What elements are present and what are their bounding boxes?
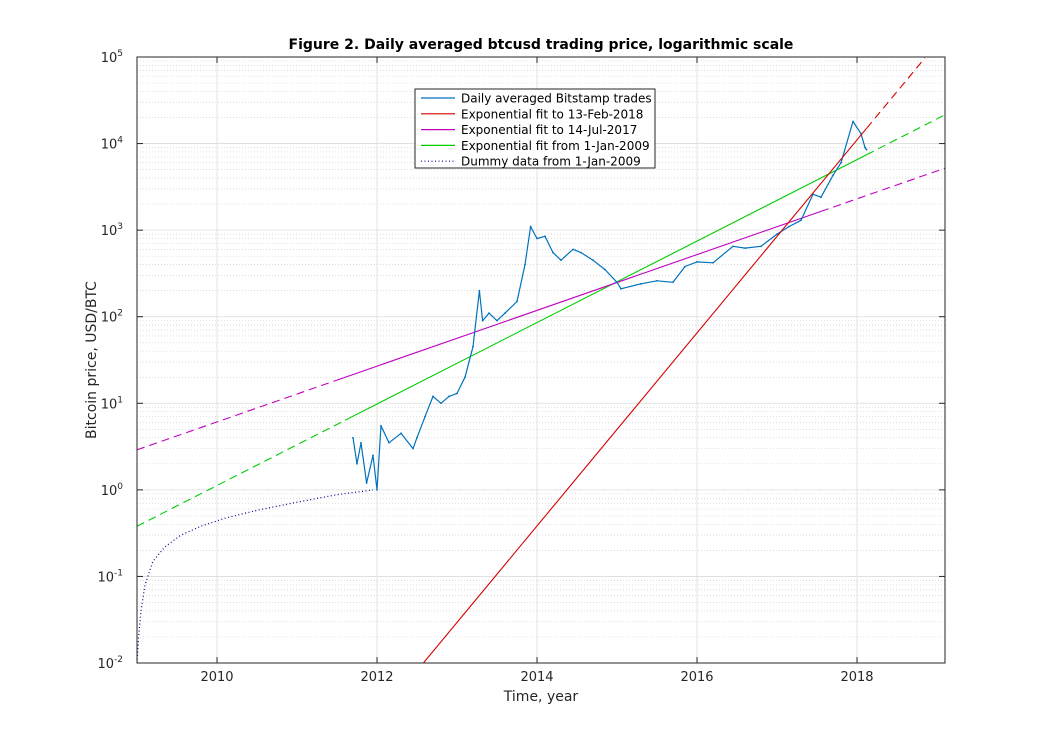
data-point	[744, 247, 746, 250]
series-fit-solid	[422, 127, 868, 663]
series-layer	[137, 57, 945, 663]
data-point	[504, 312, 506, 315]
data-point	[732, 245, 734, 248]
y-tick-label: 102	[101, 309, 123, 326]
data-point	[388, 441, 390, 444]
data-point	[456, 392, 458, 395]
data-point	[544, 235, 546, 238]
x-tick-label: 2010	[200, 670, 233, 685]
data-point	[552, 251, 554, 254]
data-point	[800, 219, 802, 222]
data-point	[376, 488, 378, 491]
x-tick-label: 2018	[840, 670, 873, 685]
data-point	[424, 415, 426, 418]
series-fit-solid	[344, 154, 867, 421]
data-point	[372, 454, 374, 457]
x-tick-label: 2012	[360, 670, 393, 685]
data-point	[488, 312, 490, 315]
data-point	[656, 279, 658, 282]
y-tick-label: 103	[101, 222, 123, 239]
data-point	[620, 287, 622, 290]
series-fit-dashed	[866, 114, 945, 156]
y-tick-exponent: 3	[117, 222, 123, 232]
legend-entry: Dummy data from 1-Jan-2009	[461, 155, 641, 169]
data-point	[529, 225, 532, 228]
data-point	[356, 462, 358, 465]
data-point	[464, 376, 466, 379]
data-point	[440, 402, 442, 405]
data-point	[400, 432, 402, 435]
data-point	[516, 300, 518, 303]
data-point	[448, 395, 450, 398]
y-tick-exponent: 5	[117, 49, 123, 59]
data-point	[572, 248, 574, 251]
data-point	[524, 263, 526, 266]
data-point	[380, 424, 382, 427]
data-point	[865, 148, 868, 151]
legend-entry: Exponential fit from 1-Jan-2009	[461, 139, 650, 153]
x-axis-label: Time, year	[503, 689, 579, 705]
data-point	[696, 260, 698, 263]
y-tick-label: 10-2	[97, 655, 123, 672]
data-point	[580, 251, 582, 254]
x-axis-ticks: 2010 2012 2014 2016 2018	[200, 57, 874, 685]
data-point	[616, 281, 618, 284]
data-point	[560, 259, 562, 262]
data-point	[478, 289, 481, 292]
data-point	[496, 319, 498, 322]
legend: Daily averaged Bitstamp tradesExponentia…	[414, 88, 656, 169]
y-tick-exponent: 4	[117, 136, 123, 146]
x-tick-label: 2014	[520, 670, 553, 685]
y-tick-label: 100	[101, 482, 124, 499]
data-point	[684, 265, 686, 268]
data-point	[360, 441, 362, 444]
legend-entry: Exponential fit to 14-Jul-2017	[461, 123, 637, 137]
y-tick-label: 104	[101, 136, 124, 153]
data-point	[536, 237, 538, 240]
data-point	[352, 436, 354, 439]
series-fit-dashed	[866, 57, 926, 129]
series-fit-solid	[336, 210, 822, 381]
series-fit-dashed	[820, 167, 945, 212]
data-point	[852, 120, 854, 123]
data-point	[412, 447, 414, 450]
series-bitstamp-trades	[352, 120, 868, 491]
y-tick-exponent: 0	[117, 482, 123, 492]
data-point	[416, 436, 418, 439]
data-point	[820, 196, 822, 199]
data-point	[672, 281, 674, 284]
legend-entry: Exponential fit to 13-Feb-2018	[461, 107, 643, 121]
data-point	[832, 174, 834, 177]
y-tick-label: 101	[101, 395, 123, 412]
y-tick-exponent: -1	[114, 568, 123, 578]
data-point	[481, 319, 484, 322]
series-dummy-data	[137, 489, 374, 663]
y-tick-exponent: 2	[117, 309, 123, 319]
y-tick-exponent: 1	[117, 395, 123, 405]
plot-frame	[136, 56, 946, 664]
legend-box	[414, 88, 656, 169]
y-tick-label: 105	[101, 49, 123, 66]
chart-title: Figure 2. Daily averaged btcusd trading …	[289, 37, 794, 53]
data-point	[788, 225, 790, 228]
data-point	[760, 245, 762, 248]
data-point	[365, 482, 368, 484]
data-point	[604, 268, 606, 271]
data-point	[432, 395, 434, 398]
data-point	[592, 259, 594, 262]
y-axis-label: Bitcoin price, USD/BTC	[84, 281, 100, 439]
data-point	[840, 161, 842, 164]
data-point	[776, 233, 778, 236]
x-tick-label: 2016	[680, 670, 713, 685]
y-tick-label: 10-1	[97, 568, 123, 585]
data-point	[472, 345, 474, 348]
legend-entry: Daily averaged Bitstamp trades	[461, 92, 652, 106]
y-tick-exponent: -2	[114, 655, 123, 665]
data-point	[712, 261, 714, 264]
data-point	[640, 282, 642, 285]
data-point	[864, 146, 866, 149]
series-fit-dashed	[137, 379, 338, 451]
